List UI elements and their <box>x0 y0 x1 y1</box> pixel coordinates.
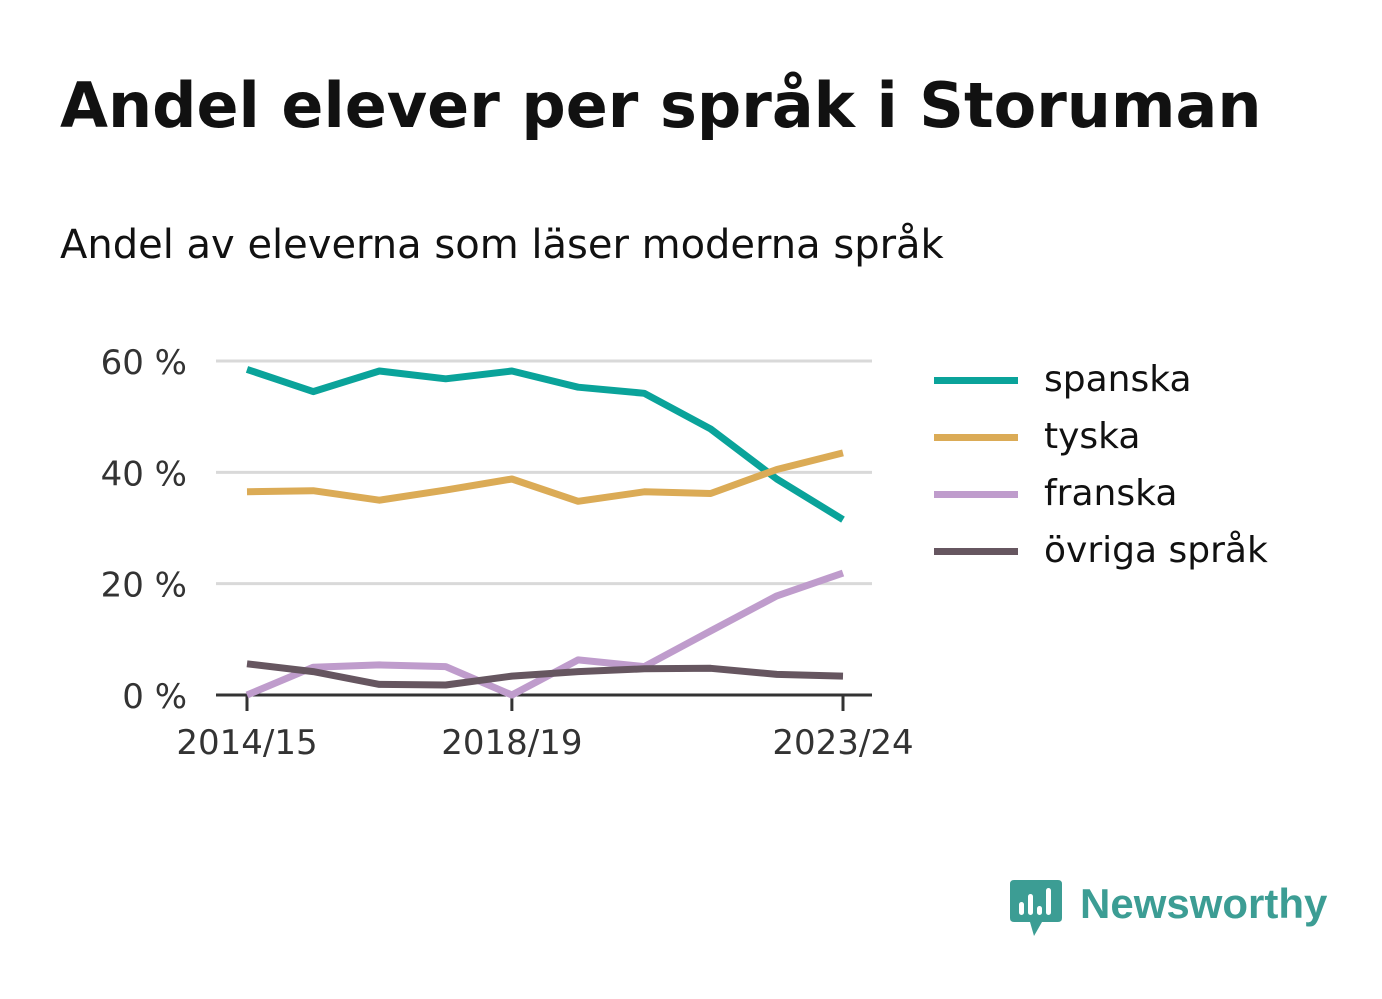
legend-swatch <box>934 377 1018 384</box>
series-line-3 <box>246 660 844 689</box>
legend-item: tyska <box>934 412 1334 469</box>
y-tick-label: 60 % <box>101 343 187 383</box>
series-line-0 <box>245 366 845 523</box>
series-lines <box>245 366 845 699</box>
x-tick-label: 2014/15 <box>176 723 317 763</box>
brand-name: Newsworthy <box>1080 880 1328 927</box>
y-tick-label: 0 % <box>122 677 187 717</box>
y-tick-label: 20 % <box>101 566 187 606</box>
legend-swatch <box>934 491 1018 498</box>
tick-labels: 0 % 20 % 40 % 60 % 2014/15 2018/19 2023/24 <box>101 343 914 763</box>
legend-label: spanska <box>1044 359 1192 400</box>
legend-item: spanska <box>934 355 1334 412</box>
legend-item: övriga språk <box>934 526 1334 583</box>
legend-label: övriga språk <box>1044 530 1268 571</box>
series-line-2 <box>245 569 845 699</box>
legend-label: tyska <box>1044 416 1141 457</box>
y-tick-label: 40 % <box>101 454 187 494</box>
chart-title: Andel elever per språk i Storuman <box>60 69 1262 142</box>
brand-logo: Newsworthy <box>1010 880 1330 942</box>
legend-item: franska <box>934 469 1334 526</box>
legend: spanska tyska franska övriga språk <box>934 355 1334 583</box>
x-tick-label: 2018/19 <box>441 723 582 763</box>
newsworthy-logo-icon <box>1010 880 1062 936</box>
legend-label: franska <box>1044 473 1178 514</box>
legend-swatch <box>934 434 1018 441</box>
series-line-1 <box>246 449 844 505</box>
x-tick-label: 2023/24 <box>772 723 913 763</box>
chart-subtitle: Andel av eleverna som läser moderna språ… <box>60 222 944 268</box>
axes <box>216 693 872 711</box>
legend-swatch <box>934 548 1018 555</box>
